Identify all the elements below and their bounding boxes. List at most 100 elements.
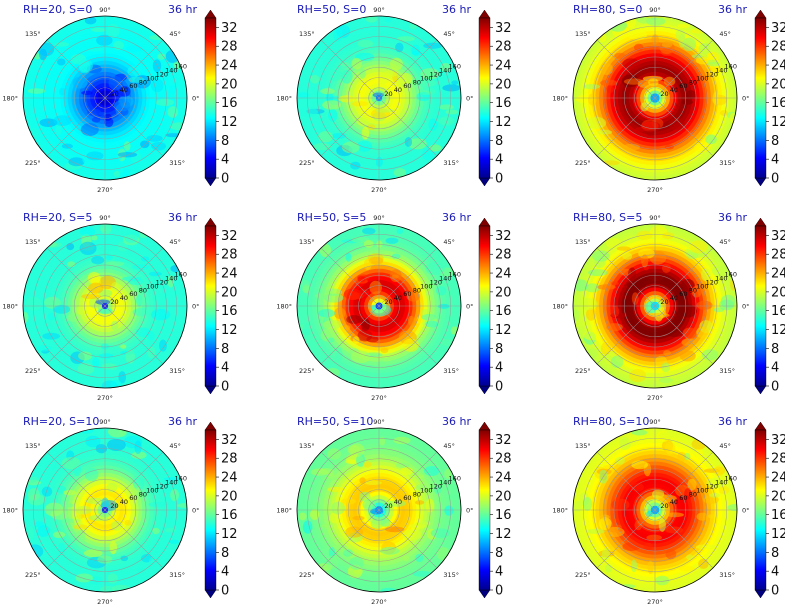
radial-tick-label: 40: [670, 294, 678, 302]
panel-outline: [22, 223, 188, 389]
radial-tick-label: 160: [449, 271, 461, 279]
radial-tick-label: 60: [129, 290, 137, 298]
colorbar-tick-label: 24: [771, 267, 785, 282]
field-texture: [630, 559, 638, 573]
colorbar-tick-label: 28: [495, 40, 512, 55]
colorbar-extend-max: [478, 9, 491, 19]
field-texture: [384, 18, 392, 23]
field-texture: [150, 308, 171, 321]
field-texture: [136, 567, 144, 574]
field-texture: [321, 476, 339, 481]
radial-tick-label: 100: [420, 74, 432, 82]
field-texture: [343, 288, 362, 300]
field-texture: [368, 256, 384, 265]
angular-gridline: [46, 97, 106, 157]
field-texture: [383, 70, 399, 77]
colorbar-tick-label: 8: [495, 342, 503, 357]
angular-tick-label: 270°: [647, 394, 663, 402]
colorbar-tick-label: 12: [495, 115, 512, 130]
field-texture: [677, 451, 687, 462]
radial-tick-label: 40: [120, 294, 128, 302]
radial-tick-label: 80: [689, 490, 697, 498]
field-texture: [412, 570, 433, 577]
field-texture: [52, 531, 66, 539]
field-texture: [417, 79, 437, 87]
radial-tick-label: 40: [120, 498, 128, 506]
field-texture: [377, 360, 387, 371]
panel-title: RH=80, S=10: [573, 415, 649, 428]
radial-tick-label: 120: [156, 278, 168, 286]
field-texture: [310, 468, 329, 476]
field-texture: [586, 348, 599, 359]
field-texture: [100, 585, 116, 592]
field-texture: [113, 170, 121, 178]
field-texture: [77, 363, 95, 375]
angular-gridline: [596, 509, 656, 569]
angular-gridline: [320, 305, 380, 365]
colorbar-tick-label: 16: [771, 96, 785, 111]
field-texture: [678, 304, 697, 318]
field-texture: [381, 447, 401, 458]
colorbar-tick-label: 4: [771, 361, 779, 376]
colorbar-extend-min: [754, 385, 767, 395]
field-texture: [83, 549, 103, 558]
colorbar-tick-label: 20: [221, 77, 238, 92]
field-texture: [335, 347, 343, 362]
field-texture: [573, 500, 583, 512]
field-texture: [79, 226, 96, 237]
field-texture: [91, 235, 98, 241]
radial-tick-label: 160: [449, 63, 461, 71]
field-texture: [650, 312, 670, 318]
radial-tick-label: 140: [715, 479, 727, 487]
field-texture: [415, 484, 427, 491]
angular-gridline: [320, 39, 380, 99]
radial-tick-label: 160: [175, 271, 187, 279]
angular-tick-label: 180°: [2, 303, 18, 311]
colorbar-gradient: [478, 17, 491, 179]
radial-tick-label: 80: [139, 286, 147, 294]
angular-tick-label: 135°: [25, 442, 41, 450]
field-texture: [326, 555, 339, 570]
field-texture: [118, 371, 127, 384]
field-texture: [314, 293, 327, 299]
field-texture: [55, 124, 62, 135]
colorbar-tick-label: 16: [771, 304, 785, 319]
field-texture: [425, 320, 439, 328]
angular-tick-label: 90°: [373, 6, 385, 14]
colorbar-extend-max: [754, 217, 767, 227]
colorbar-tick-label: 4: [771, 565, 779, 580]
field-texture: [398, 72, 413, 85]
angular-tick-label: 90°: [99, 418, 111, 426]
field-texture: [423, 42, 443, 49]
angular-tick-label: 315°: [169, 367, 185, 375]
angular-tick-label: 315°: [169, 159, 185, 167]
angular-gridline: [378, 451, 438, 511]
radial-tick-label: 60: [403, 494, 411, 502]
panel-time-label: 36 hr: [168, 3, 197, 16]
field-texture: [580, 297, 598, 311]
panel-title: RH=80, S=0: [573, 3, 642, 16]
field-texture: [96, 34, 113, 46]
field-texture: [370, 518, 384, 529]
polar-panel: 20 40 60 80 1001201401600°45°90°135°180°225°…: [2, 415, 237, 606]
colorbar-tick-label: 0: [495, 172, 503, 187]
field-texture: [626, 16, 637, 28]
field-texture: [46, 461, 57, 470]
angular-gridline: [46, 39, 106, 99]
field-texture: [584, 283, 601, 293]
colorbar-tick-label: 4: [495, 361, 503, 376]
panel-outline: [296, 427, 462, 593]
field-texture: [323, 293, 344, 303]
field-texture: [727, 503, 737, 512]
field-texture: [325, 68, 343, 82]
field-texture: [68, 157, 85, 167]
radial-tick-label: 140: [439, 67, 451, 75]
field-texture: [109, 155, 122, 162]
field-texture: [433, 485, 442, 495]
polar-panel: 20 40 60 80 1001201401600°45°90°135°180°225°…: [2, 211, 237, 402]
field-texture: [343, 325, 351, 331]
angular-gridline: [596, 451, 656, 511]
angular-tick-label: 225°: [575, 367, 591, 375]
radial-tick-label: 40: [394, 294, 402, 302]
colorbar-tick-label: 24: [495, 267, 512, 282]
